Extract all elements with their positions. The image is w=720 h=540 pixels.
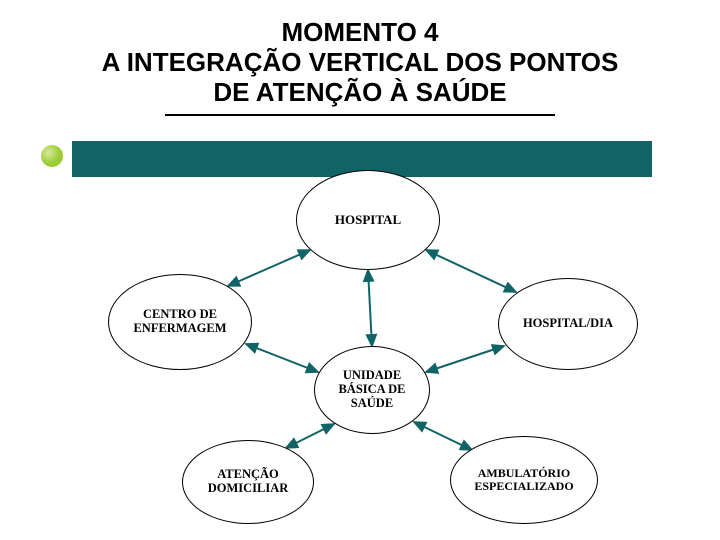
slide-title: MOMENTO 4 A INTEGRAÇÃO VERTICAL DOS PONT… [40, 18, 680, 116]
slide: MOMENTO 4 A INTEGRAÇÃO VERTICAL DOS PONT… [0, 0, 720, 540]
node-ambulatorio-especializado: AMBULATÓRIO ESPECIALIZADO [450, 436, 598, 524]
node-atencao-domiciliar: ATENÇÃO DOMICILIAR [182, 440, 314, 524]
title-line-3: DE ATENÇÃO À SAÚDE [40, 78, 680, 108]
node-ambesp-label: AMBULATÓRIO ESPECIALIZADO [474, 467, 573, 493]
node-ubs-label: UNIDADE BÁSICA DE SAÚDE [338, 369, 405, 410]
title-underline [165, 114, 555, 116]
node-hospital-dia: HOSPITAL/DIA [498, 278, 638, 370]
title-line-1: MOMENTO 4 [40, 18, 680, 48]
bullet-icon [41, 145, 63, 167]
node-hospdia-label: HOSPITAL/DIA [523, 317, 613, 331]
node-hospital-label: HOSPITAL [335, 213, 401, 227]
node-centro-label: CENTRO DE ENFERMAGEM [133, 308, 226, 336]
node-atdom-label: ATENÇÃO DOMICILIAR [208, 468, 289, 496]
title-line-2: A INTEGRAÇÃO VERTICAL DOS PONTOS [40, 48, 680, 78]
node-unidade-basica: UNIDADE BÁSICA DE SAÚDE [314, 346, 430, 434]
node-hospital: HOSPITAL [296, 170, 440, 270]
node-centro-enfermagem: CENTRO DE ENFERMAGEM [108, 274, 252, 370]
